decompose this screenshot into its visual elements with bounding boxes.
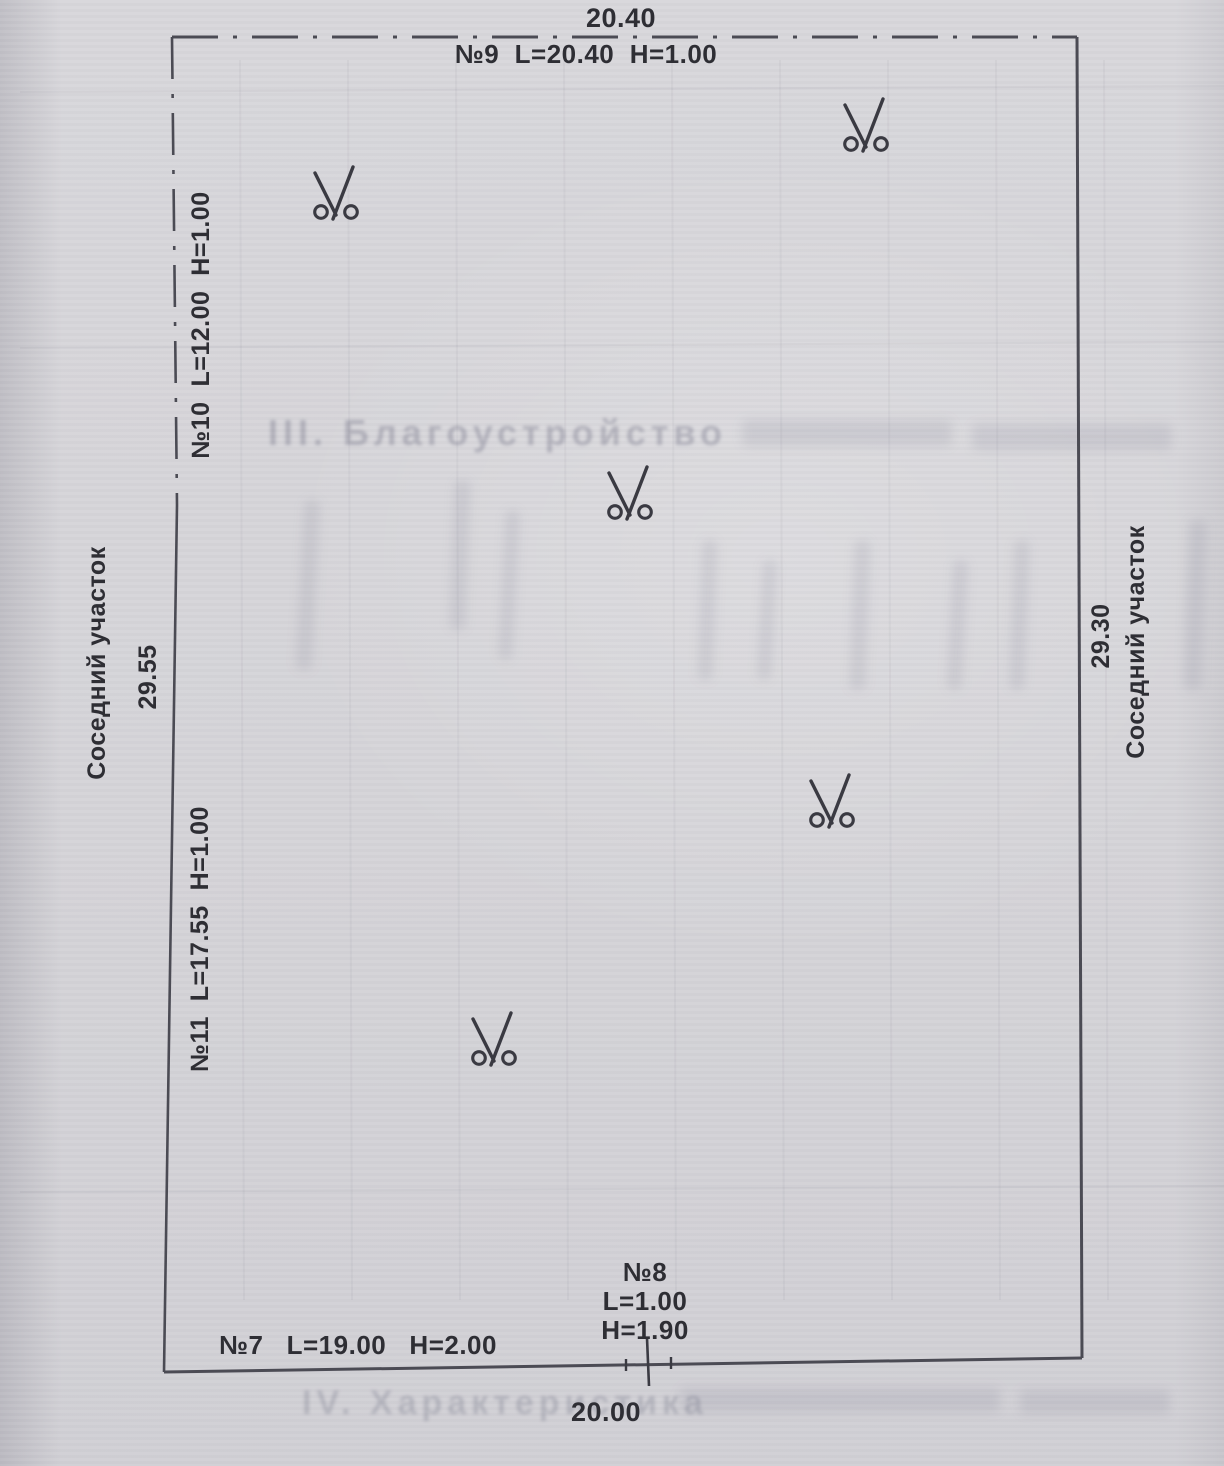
bottom-length-label: 20.00	[570, 1397, 642, 1427]
fruit-tree-icon	[313, 165, 359, 221]
neighbor-right-label: Соседний участок	[1121, 525, 1150, 759]
gate-8-length: L=1.00	[602, 1286, 688, 1316]
fence-11-line	[162, 504, 179, 1373]
fence-10-line	[170, 36, 179, 506]
fence-7-label: №7 L=19.00 H=2.00	[219, 1330, 497, 1360]
gate-8-height: H=1.90	[601, 1315, 689, 1345]
fruit-tree-icon	[809, 773, 855, 829]
bleedthrough-grid	[19, 59, 1224, 1301]
left-length-label: 29.55	[133, 644, 162, 710]
top-length-label: 20.40	[585, 3, 657, 33]
fruit-tree-icon	[471, 1011, 517, 1067]
gate-8-number: №8	[622, 1257, 668, 1287]
fence-11-label: №11 L=17.55 H=1.00	[185, 806, 214, 1072]
gate-8-label: №8 L=1.00 H=1.90	[601, 1258, 689, 1345]
right-boundary-line	[1075, 36, 1084, 1359]
fence-9-label: №9 L=20.40 H=1.00	[454, 39, 718, 69]
right-length-label: 29.30	[1086, 603, 1115, 669]
neighbor-left-label: Соседний участок	[82, 546, 111, 780]
fence-7-line	[163, 1356, 1083, 1374]
fruit-tree-icon	[607, 465, 653, 521]
trees-group	[313, 97, 889, 1067]
gate-8-mark	[624, 1337, 673, 1387]
fence-10-label: №10 L=12.00 H=1.00	[186, 191, 215, 459]
fruit-tree-icon	[843, 97, 889, 153]
